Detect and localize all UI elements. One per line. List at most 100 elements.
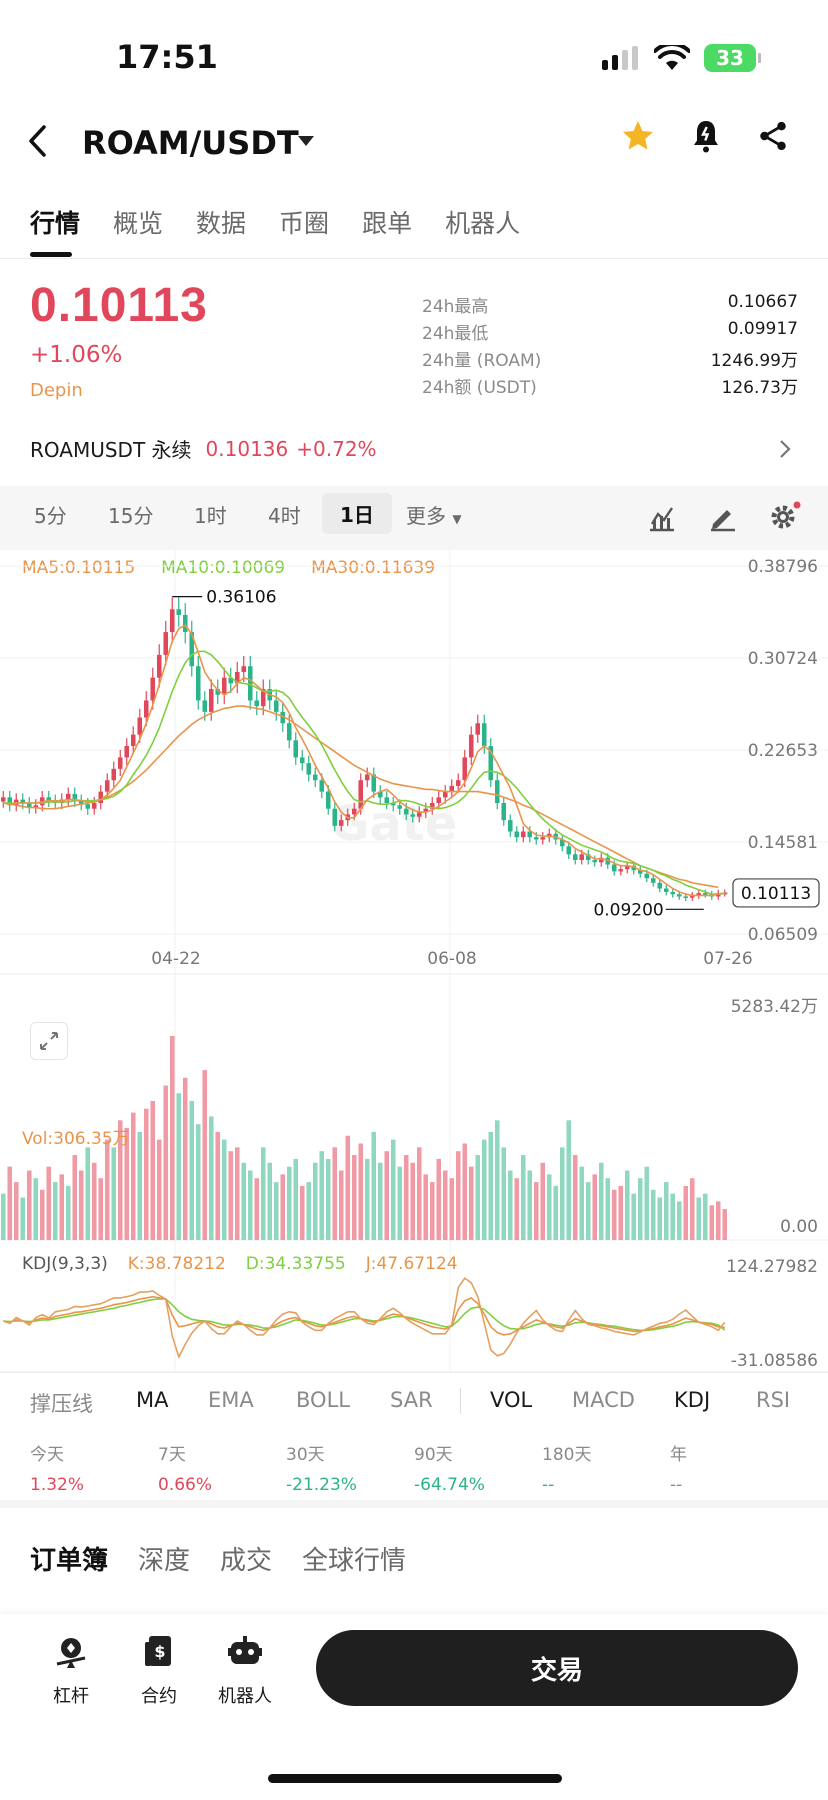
draw-pen-icon[interactable] — [708, 502, 738, 532]
stat-value: 1246.99万 — [710, 351, 798, 371]
volume-bar — [293, 1158, 299, 1240]
candle-body — [475, 723, 481, 735]
candle-body — [163, 632, 169, 655]
volume-bar — [247, 1170, 253, 1240]
indicator-rsi[interactable]: RSI — [756, 1388, 791, 1412]
active-tab-indicator — [30, 252, 72, 257]
tab-overview[interactable]: 概览 — [113, 209, 164, 238]
candle-body — [624, 865, 630, 870]
candle-body — [410, 814, 416, 817]
interval-more[interactable]: 更多 ▼ — [406, 500, 462, 529]
indicator-macd[interactable]: MACD — [572, 1388, 635, 1412]
volume-bar — [397, 1166, 403, 1240]
high-price-label: 0.36106 — [206, 588, 276, 608]
indicator-sar[interactable]: SAR — [390, 1388, 433, 1412]
candle-body — [572, 854, 578, 861]
tab-data[interactable]: 数据 — [196, 209, 247, 238]
candle-body — [449, 785, 455, 792]
tab-global-market[interactable]: 全球行情 — [302, 1546, 407, 1576]
back-arrow-icon[interactable] — [26, 124, 50, 158]
volume-bar — [150, 1100, 156, 1240]
home-indicator[interactable] — [268, 1774, 562, 1783]
candle-body — [46, 797, 52, 801]
volume-bar — [117, 1120, 123, 1240]
candle-body — [91, 803, 97, 809]
volume-min-label: 0.00 — [780, 1217, 818, 1237]
price-chart[interactable]: Gate0.387960.307240.226530.145810.065090… — [0, 550, 828, 1380]
ma10-line — [3, 650, 725, 896]
share-icon[interactable] — [756, 118, 790, 154]
candle-body — [689, 895, 695, 898]
leverage-button[interactable]: 杠杆 — [26, 1632, 116, 1708]
indicator-chart-icon[interactable] — [648, 502, 676, 532]
indicator-ma[interactable]: MA — [136, 1388, 169, 1412]
volume-bar — [234, 1147, 240, 1240]
pair-dropdown-icon[interactable] — [298, 136, 314, 146]
battery-icon: 33 — [704, 44, 761, 72]
candle-body — [254, 700, 260, 707]
perf-value: -- — [670, 1475, 683, 1495]
tab-community[interactable]: 币圈 — [279, 209, 330, 238]
tab-depth[interactable]: 深度 — [138, 1546, 191, 1576]
tab-market[interactable]: 行情 — [30, 209, 81, 238]
favorite-star-icon[interactable] — [620, 118, 656, 154]
interval-more-label: 更多 — [406, 504, 446, 528]
chevron-right-icon[interactable] — [778, 438, 792, 460]
tab-bot[interactable]: 机器人 — [445, 209, 521, 238]
candle-body — [306, 763, 312, 775]
volume-bar — [722, 1209, 728, 1240]
indicator-vol[interactable]: VOL — [490, 1388, 533, 1412]
chart-settings-gear-icon[interactable] — [768, 500, 802, 532]
kdj-max-label: 124.27982 — [726, 1257, 818, 1277]
candle-body — [104, 780, 110, 792]
indicator-ema[interactable]: EMA — [208, 1388, 254, 1412]
candle-body — [488, 746, 494, 781]
trade-button[interactable]: 交易 — [316, 1630, 798, 1706]
volume-bar — [26, 1170, 32, 1240]
interval-1h[interactable]: 1时 — [194, 504, 227, 528]
candle-body — [384, 797, 390, 804]
sector-tag[interactable]: Depin — [30, 380, 83, 401]
perf-30d: 30天 -21.23% — [286, 1440, 357, 1495]
expand-chart-button[interactable] — [30, 1022, 68, 1060]
tab-trades[interactable]: 成交 — [220, 1546, 273, 1576]
interval-5m[interactable]: 5分 — [34, 504, 67, 528]
interval-4h[interactable]: 4时 — [268, 504, 301, 528]
volume-bar — [468, 1166, 474, 1240]
last-price-tag: 0.10113 — [741, 884, 811, 904]
kdj-d: D:34.33755 — [245, 1254, 346, 1274]
perpetual-link[interactable]: ROAMUSDT 永续 0.10136 +0.72% — [30, 434, 377, 463]
candle-body — [676, 894, 682, 897]
volume-bar — [488, 1131, 494, 1240]
interval-bar: 5分 15分 1时 4时 1日 更多 ▼ — [0, 486, 828, 550]
volume-bar — [553, 1185, 559, 1240]
price-alert-bell-icon[interactable] — [688, 118, 724, 154]
interval-15m[interactable]: 15分 — [108, 504, 154, 528]
stat-label: 24h额 (USDT) — [422, 378, 537, 398]
candle-body — [319, 780, 325, 792]
volume-bar — [637, 1178, 643, 1240]
perf-label: 7天 — [158, 1445, 186, 1465]
volume-bar — [0, 1193, 6, 1240]
tab-copy-trade[interactable]: 跟单 — [362, 209, 413, 238]
contract-button[interactable]: $ 合约 — [114, 1632, 204, 1708]
stat-row-low: 24h最低 0.09917 — [422, 319, 798, 346]
candle-body — [514, 831, 520, 838]
volume-bar — [299, 1185, 305, 1240]
candle-body — [325, 791, 331, 809]
pair-title[interactable]: ROAM/USDT — [82, 124, 299, 162]
indicator-support-resistance[interactable]: 撑压线 — [30, 1392, 93, 1416]
wifi-icon — [654, 45, 690, 70]
candle-body — [462, 757, 468, 781]
indicator-kdj[interactable]: KDJ — [674, 1388, 711, 1412]
tab-orderbook[interactable]: 订单簿 — [30, 1546, 109, 1576]
bot-button[interactable]: 机器人 — [200, 1632, 290, 1708]
interval-1d[interactable]: 1日 — [322, 493, 392, 534]
volume-bar — [182, 1077, 188, 1240]
volume-bar — [46, 1166, 52, 1240]
volume-bar — [228, 1151, 234, 1240]
candle-body — [286, 723, 292, 741]
indicator-boll[interactable]: BOLL — [296, 1388, 350, 1412]
volume-bar — [13, 1182, 19, 1240]
volume-bar — [442, 1170, 448, 1240]
